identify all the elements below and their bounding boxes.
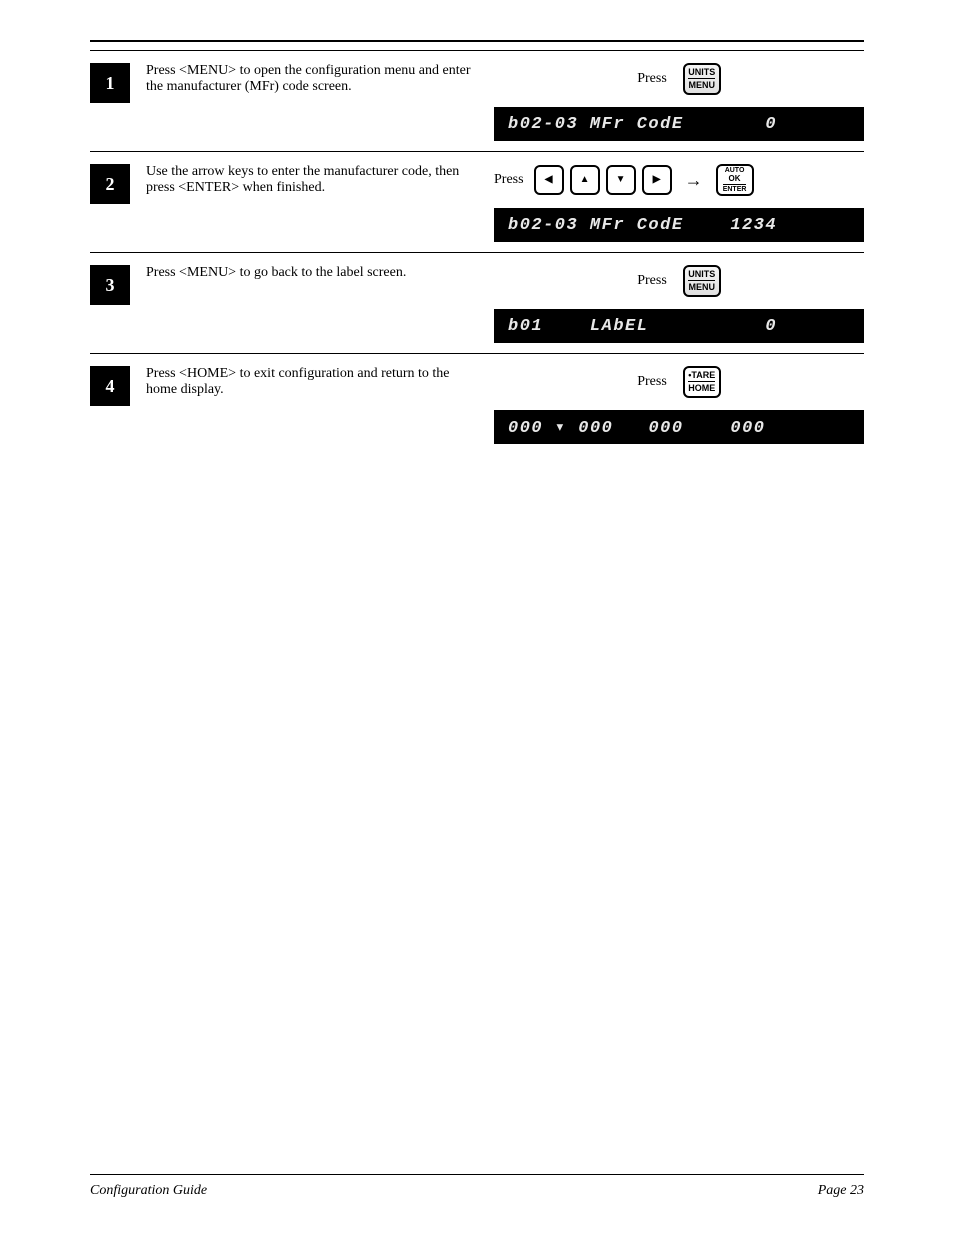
step-number: 3 <box>90 265 130 305</box>
arrow-key-group: ◀ ▲ ▼ ▶ <box>534 165 672 195</box>
menu-key[interactable]: UNITS MENU <box>683 265 721 297</box>
footer-right: Page 23 <box>818 1183 864 1199</box>
home-key[interactable]: •TARE HOME <box>683 366 721 398</box>
step-text: Press <HOME> to exit configuration and r… <box>146 366 494 444</box>
press-label: Press <box>494 172 524 188</box>
lcd-display: 000 ▾ 000 000 000 <box>494 410 864 444</box>
step-visual: Press UNITS MENU b01 LAbEL 0 <box>494 265 864 343</box>
lcd-display: b02-03 MFr CodE 1234 <box>494 208 864 242</box>
right-arrow-key[interactable]: ▶ <box>642 165 672 195</box>
lcd-display: b02-03 MFr CodE 0 <box>494 107 864 141</box>
step-number: 1 <box>90 63 130 103</box>
step-number: 2 <box>90 164 130 204</box>
step-row: 3 Press <MENU> to go back to the label s… <box>90 252 864 343</box>
step-row: 1 Press <MENU> to open the configuration… <box>90 50 864 141</box>
page-content: 1 Press <MENU> to open the configuration… <box>0 0 954 444</box>
down-arrow-key[interactable]: ▼ <box>606 165 636 195</box>
press-label: Press <box>637 374 667 390</box>
top-rule <box>90 40 864 42</box>
step-visual: Press ◀ ▲ ▼ ▶ → AUTO OK ENTER b02-03 MFr… <box>494 164 864 242</box>
menu-key[interactable]: UNITS MENU <box>683 63 721 95</box>
footer-left: Configuration Guide <box>90 1183 207 1199</box>
press-label: Press <box>637 71 667 87</box>
enter-key[interactable]: AUTO OK ENTER <box>716 164 754 196</box>
step-number: 4 <box>90 366 130 406</box>
step-text: Press <MENU> to go back to the label scr… <box>146 265 494 343</box>
step-text: Use the arrow keys to enter the manufact… <box>146 164 494 242</box>
step-visual: Press •TARE HOME 000 ▾ 000 000 000 <box>494 366 864 444</box>
step-text: Press <MENU> to open the configuration m… <box>146 63 494 141</box>
page-footer: Configuration Guide Page 23 <box>90 1174 864 1199</box>
left-arrow-key[interactable]: ◀ <box>534 165 564 195</box>
step-visual: Press UNITS MENU b02-03 MFr CodE 0 <box>494 63 864 141</box>
up-arrow-key[interactable]: ▲ <box>570 165 600 195</box>
then-arrow-icon: → <box>682 168 706 192</box>
press-label: Press <box>637 273 667 289</box>
lcd-display: b01 LAbEL 0 <box>494 309 864 343</box>
step-row: 2 Use the arrow keys to enter the manufa… <box>90 151 864 242</box>
step-row: 4 Press <HOME> to exit configuration and… <box>90 353 864 444</box>
